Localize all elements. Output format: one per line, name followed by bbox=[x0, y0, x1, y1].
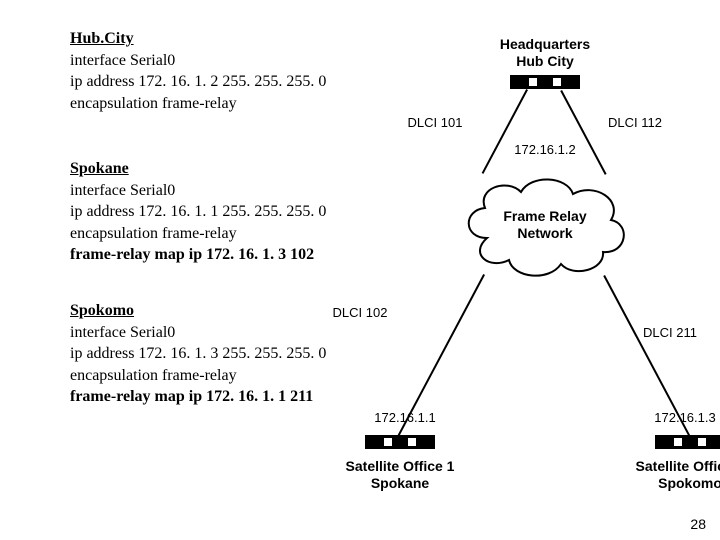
config-title: Spokomo bbox=[70, 300, 326, 322]
sat2-title-line2: Spokomo bbox=[625, 475, 720, 491]
config-line: frame-relay map ip 172. 16. 1. 1 211 bbox=[70, 386, 326, 408]
dlci-101-label: DLCI 101 bbox=[395, 115, 475, 130]
line-hq-right bbox=[561, 90, 607, 175]
config-line: ip address 172. 16. 1. 3 255. 255. 255. … bbox=[70, 343, 326, 365]
router-sat2-icon bbox=[655, 435, 720, 449]
frame-relay-diagram: Headquarters Hub City DLCI 101 DLCI 112 … bbox=[380, 40, 710, 510]
config-line: encapsulation frame-relay bbox=[70, 223, 326, 245]
config-hubcity: Hub.City interface Serial0 ip address 17… bbox=[70, 28, 326, 114]
dlci-112-label: DLCI 112 bbox=[595, 115, 675, 130]
page-number: 28 bbox=[690, 516, 706, 532]
router-hq-icon bbox=[510, 75, 580, 89]
cloud-label-line1: Frame Relay bbox=[503, 208, 586, 224]
config-line: encapsulation frame-relay bbox=[70, 93, 326, 115]
sat1-ip-label: 172.16.1.1 bbox=[360, 410, 450, 425]
config-title: Hub.City bbox=[70, 28, 326, 50]
hq-title-line2: Hub City bbox=[465, 53, 625, 69]
cloud-label: Frame Relay Network bbox=[455, 208, 635, 242]
config-spokane: Spokane interface Serial0 ip address 172… bbox=[70, 158, 326, 266]
dlci-211-label: DLCI 211 bbox=[630, 325, 710, 340]
hq-ip-label: 172.16.1.2 bbox=[495, 142, 595, 157]
config-line: interface Serial0 bbox=[70, 50, 326, 72]
config-line: interface Serial0 bbox=[70, 322, 326, 344]
hq-title-line1: Headquarters bbox=[465, 36, 625, 52]
config-line: ip address 172. 16. 1. 2 255. 255. 255. … bbox=[70, 71, 326, 93]
sat1-title-line1: Satellite Office 1 bbox=[335, 458, 465, 474]
config-line: encapsulation frame-relay bbox=[70, 365, 326, 387]
router-sat1-icon bbox=[365, 435, 435, 449]
cloud-label-line2: Network bbox=[517, 225, 572, 241]
sat2-title-line1: Satellite Office 2 bbox=[625, 458, 720, 474]
config-line: ip address 172. 16. 1. 1 255. 255. 255. … bbox=[70, 201, 326, 223]
config-line: interface Serial0 bbox=[70, 180, 326, 202]
config-title: Spokane bbox=[70, 158, 326, 180]
dlci-102-label: DLCI 102 bbox=[320, 305, 400, 320]
line-hq-left bbox=[482, 89, 528, 174]
config-line: frame-relay map ip 172. 16. 1. 3 102 bbox=[70, 244, 326, 266]
sat2-ip-label: 172.16.1.3 bbox=[640, 410, 720, 425]
config-spokomo: Spokomo interface Serial0 ip address 172… bbox=[70, 300, 326, 408]
sat1-title-line2: Spokane bbox=[335, 475, 465, 491]
